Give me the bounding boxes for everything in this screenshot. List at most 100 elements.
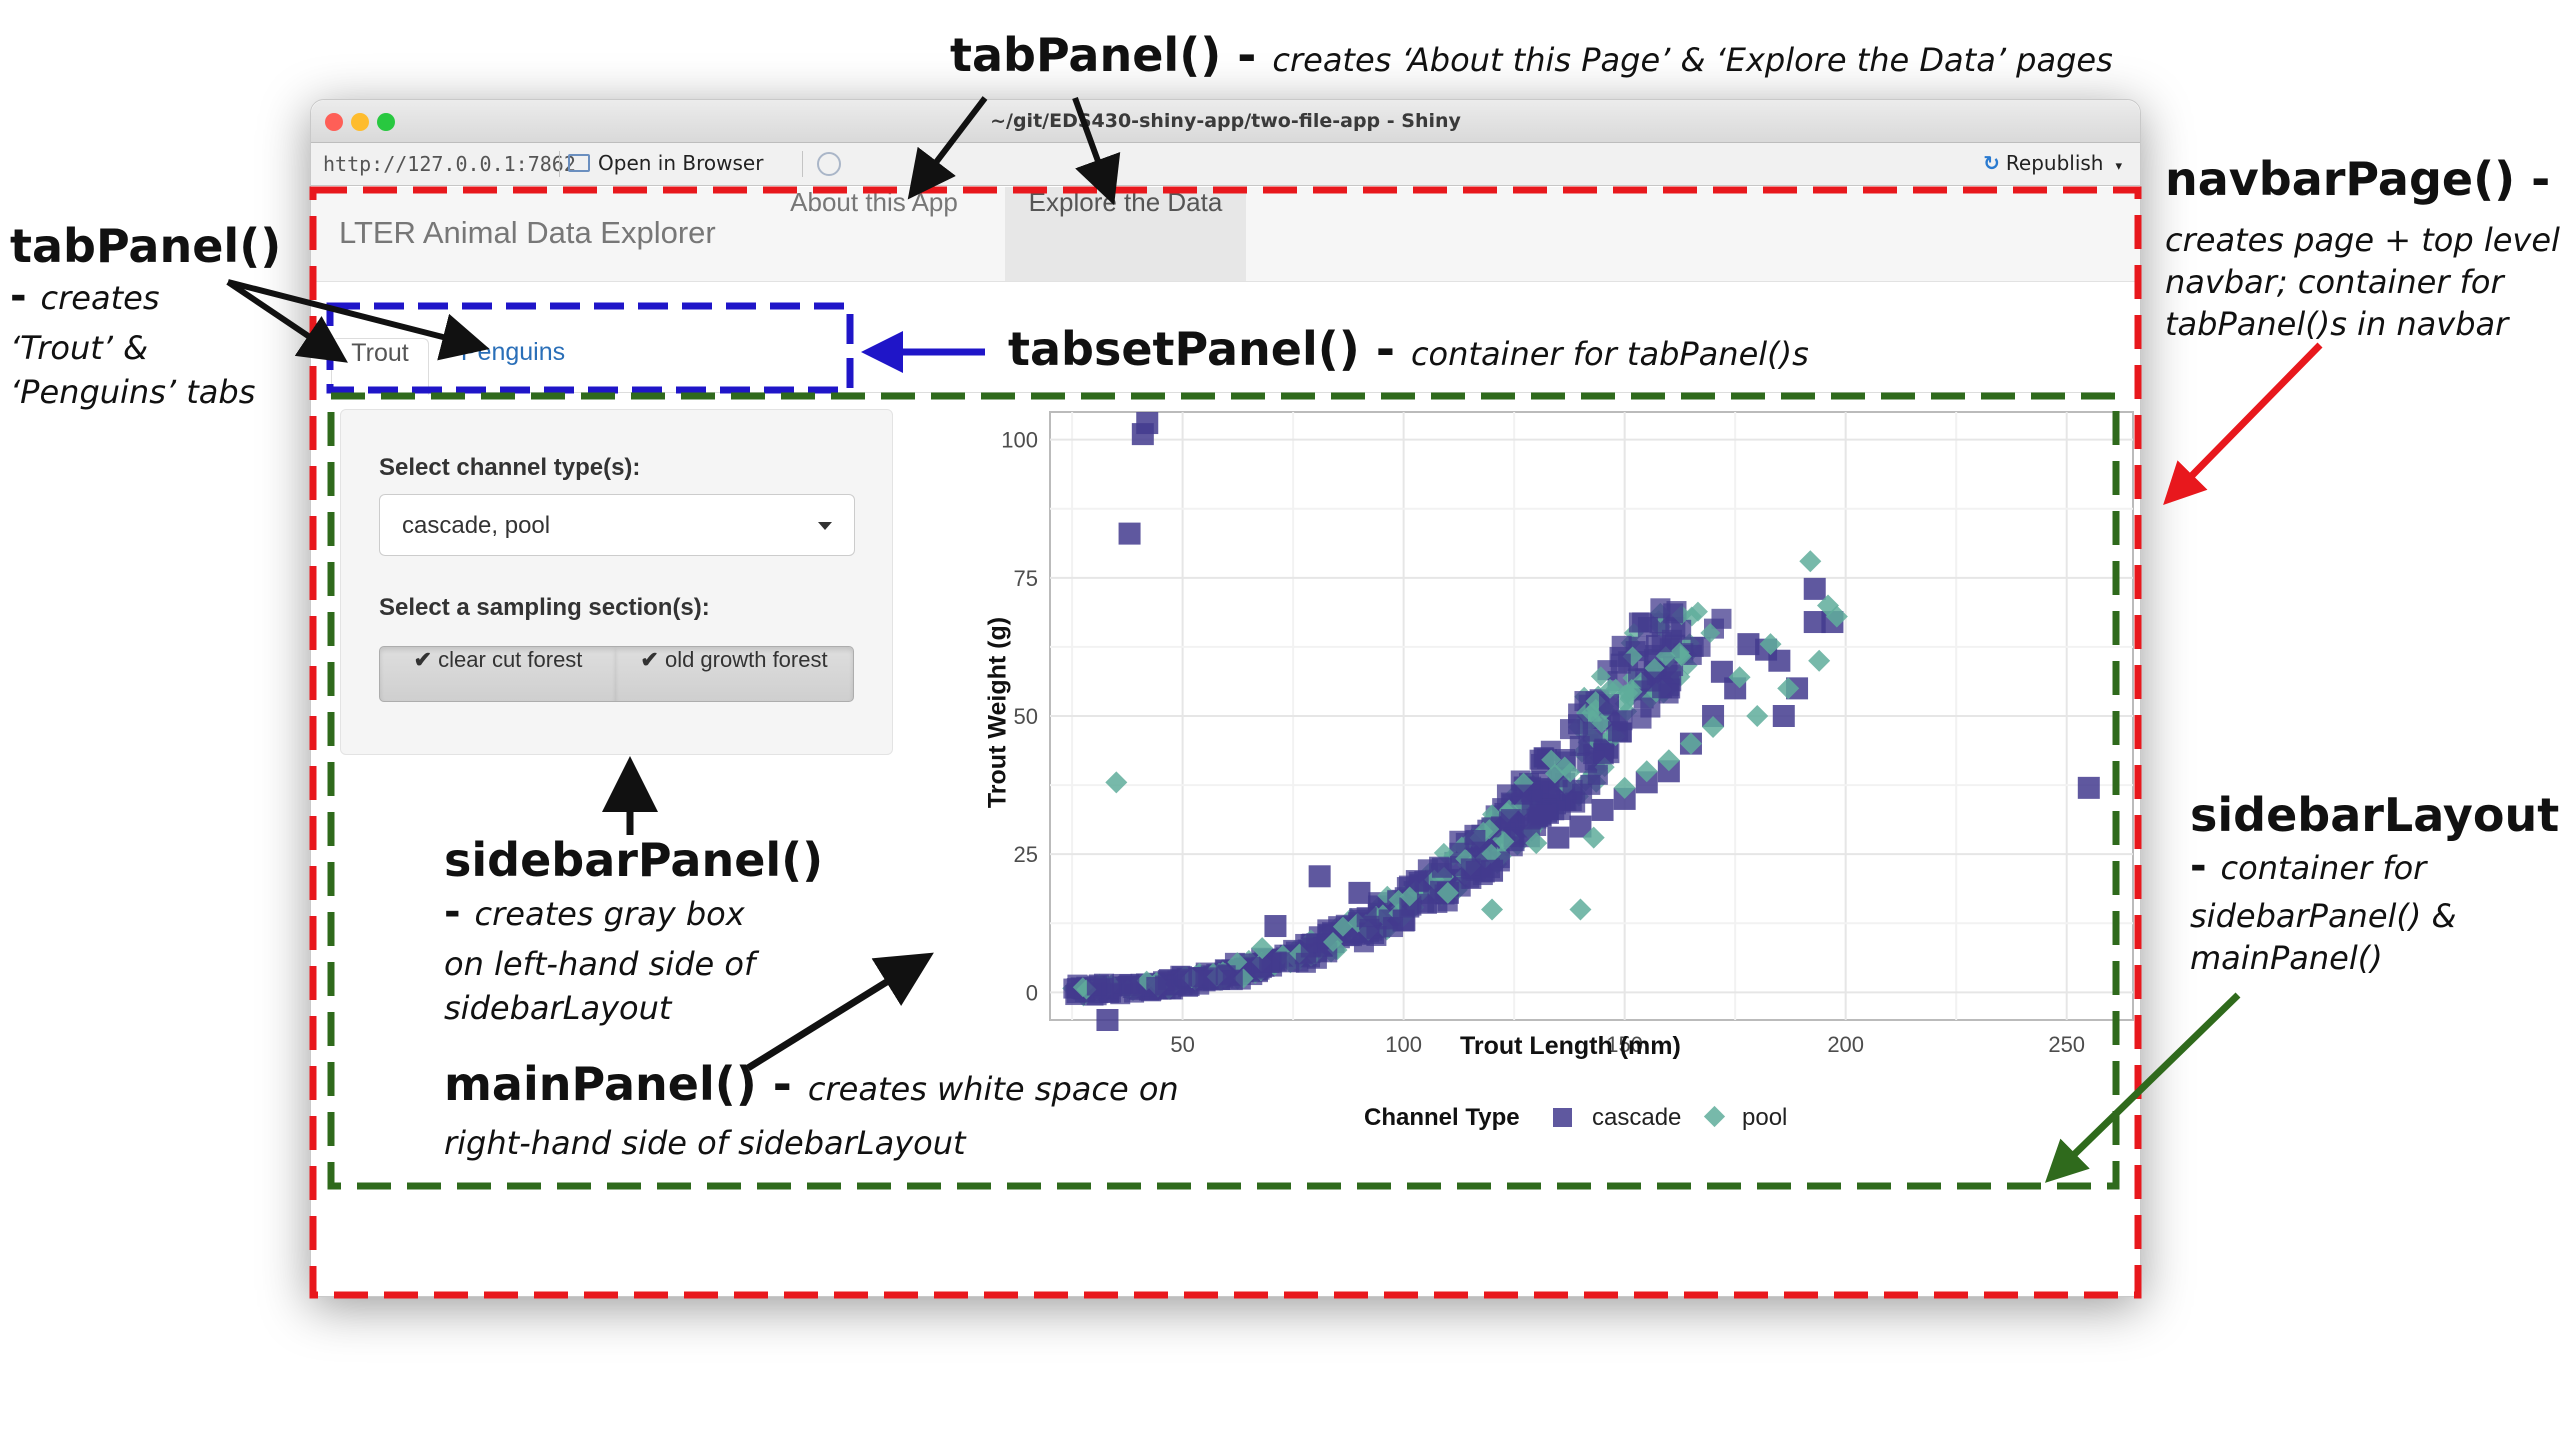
url-field[interactable]: http://127.0.0.1:7862: [323, 152, 576, 176]
cascade-point: [1591, 798, 1614, 821]
annotation-dash: -: [444, 889, 475, 935]
publish-icon: ↻: [1983, 151, 2000, 175]
toolbar-divider: [802, 151, 803, 177]
legend-label-cascade: cascade: [1592, 1104, 1682, 1131]
annotation-dash: -: [756, 1057, 808, 1111]
annotation-desc: creates white space on: [807, 1070, 1179, 1108]
cascade-point: [1119, 974, 1140, 995]
annotation-desc-line: tabPanel()s in navbar: [2165, 305, 2509, 343]
annotation-desc-line: sidebarPanel() &: [2190, 897, 2457, 935]
cascade-point: [1651, 632, 1672, 653]
cascade-point: [1568, 714, 1589, 735]
y-tick-label: 50: [1014, 704, 1038, 729]
cascade-point: [1264, 915, 1287, 938]
annotation-title: sidebarLayout(): [2190, 788, 2560, 842]
cascade-point: [2077, 776, 2100, 799]
annotation-title: tabPanel(): [950, 28, 1222, 82]
annotation-desc-line: mainPanel(): [2190, 939, 2383, 977]
annotation-title: tabsetPanel(): [1008, 322, 1360, 376]
annotation-desc: creates ‘About this Page’ & ‘Explore the…: [1272, 41, 2113, 79]
cascade-point: [1295, 952, 1316, 973]
cascade-point: [1222, 970, 1243, 991]
annotation-sidebarpanel: sidebarPanel() - creates gray box on lef…: [444, 830, 823, 1030]
cascade-point: [1529, 804, 1552, 827]
cascade-point: [1658, 683, 1679, 704]
cascade-point: [1631, 708, 1652, 729]
cascade-point: [1608, 721, 1629, 742]
browser-icon: [568, 154, 590, 172]
cascade-point: [1500, 809, 1521, 830]
cascade-point: [1197, 967, 1218, 988]
annotation-mainpanel: mainPanel() - creates white space on rig…: [444, 1060, 1179, 1167]
cascade-point: [1663, 603, 1684, 624]
annotation-desc-line: container for: [2220, 849, 2427, 887]
annotation-desc-line: navbar; container for: [2165, 263, 2504, 301]
cascade-point: [1547, 826, 1570, 849]
cascade-point: [1136, 412, 1159, 435]
cascade-point: [1465, 829, 1486, 850]
annotation-dash: -: [2190, 843, 2221, 889]
toolbar-divider: [559, 151, 560, 177]
legend-title: Channel Type: [1364, 1104, 1520, 1131]
y-tick-label: 75: [1014, 566, 1038, 591]
annotation-tabpanel-top: tabPanel() - creates ‘About this Page’ &…: [950, 28, 2113, 82]
cascade-point: [1118, 522, 1141, 545]
annotation-title: mainPanel(): [444, 1057, 757, 1111]
x-tick-label: 50: [1170, 1032, 1194, 1057]
y-axis-title: Trout Weight (g): [983, 616, 1012, 809]
annotation-title: navbarPage(): [2165, 152, 2516, 206]
cascade-point: [1772, 705, 1795, 727]
cascade-point: [1348, 881, 1371, 904]
x-axis-title: Trout Length (mm): [1460, 1032, 1681, 1060]
annotation-desc-line: ‘Trout’ &: [10, 329, 149, 367]
x-tick-label: 250: [2048, 1032, 2085, 1057]
legend-swatch-cascade: [1553, 1108, 1572, 1127]
annotation-desc: container for tabPanel()s: [1410, 335, 1809, 373]
chevron-down-icon: ▾: [2115, 159, 2122, 174]
open-in-browser-label: Open in Browser: [598, 151, 764, 175]
x-tick-label: 200: [1827, 1032, 1864, 1057]
annotation-title: tabPanel(): [10, 219, 282, 273]
cascade-point: [1711, 608, 1732, 629]
annotation-desc-line: creates page + top level: [2165, 221, 2560, 259]
annotation-title: sidebarPanel(): [444, 833, 824, 887]
annotation-dash: -: [10, 273, 41, 319]
annotation-sidebarlayout: sidebarLayout() - container for sidebarP…: [2190, 785, 2560, 979]
cascade-point: [1356, 907, 1377, 928]
cascade-point: [1803, 577, 1826, 600]
annotation-desc-line: creates: [40, 279, 160, 317]
annotation-dash: -: [1221, 28, 1273, 82]
republish-button[interactable]: ↻ Republish ▾: [1983, 151, 2122, 175]
cascade-point: [1511, 784, 1532, 805]
annotation-desc-line: right-hand side of sidebarLayout: [444, 1124, 966, 1162]
cascade-point: [1251, 956, 1272, 977]
cascade-point: [1610, 653, 1631, 674]
cascade-point: [1431, 857, 1452, 878]
annotation-dash: -: [1359, 322, 1411, 376]
cascade-point: [1392, 909, 1415, 932]
annotation-tabsetpanel: tabsetPanel() - container for tabPanel()…: [1008, 322, 1809, 376]
cascade-point: [1565, 792, 1586, 813]
open-in-browser-button[interactable]: Open in Browser: [568, 151, 763, 175]
annotation-desc-line: on left-hand side of: [444, 945, 756, 983]
annotation-tabpanel-left: tabPanel() - creates ‘Trout’ & ‘Penguins…: [10, 218, 281, 414]
cascade-point: [1155, 975, 1176, 996]
maximize-window-button[interactable]: [377, 113, 395, 131]
close-window-button[interactable]: [325, 113, 343, 131]
annotation-desc-line: ‘Penguins’ tabs: [10, 373, 256, 411]
cascade-point: [1481, 859, 1504, 882]
cascade-point: [1593, 744, 1614, 765]
y-tick-label: 25: [1014, 842, 1038, 867]
cascade-point: [1416, 893, 1437, 914]
annotation-dash: -: [2515, 152, 2551, 206]
refresh-icon[interactable]: [817, 152, 841, 176]
x-tick-label: 100: [1385, 1032, 1422, 1057]
annotation-desc-line: creates gray box: [474, 895, 745, 933]
y-tick-label: 100: [1001, 428, 1038, 453]
annotation-desc-line: sidebarLayout: [444, 989, 672, 1027]
republish-label: Republish: [2005, 151, 2104, 175]
cascade-point: [1086, 975, 1107, 996]
viewer-toolbar: http://127.0.0.1:7862 Open in Browser ↻ R…: [311, 143, 2140, 186]
cascade-point: [1587, 764, 1608, 785]
minimize-window-button[interactable]: [351, 113, 369, 131]
